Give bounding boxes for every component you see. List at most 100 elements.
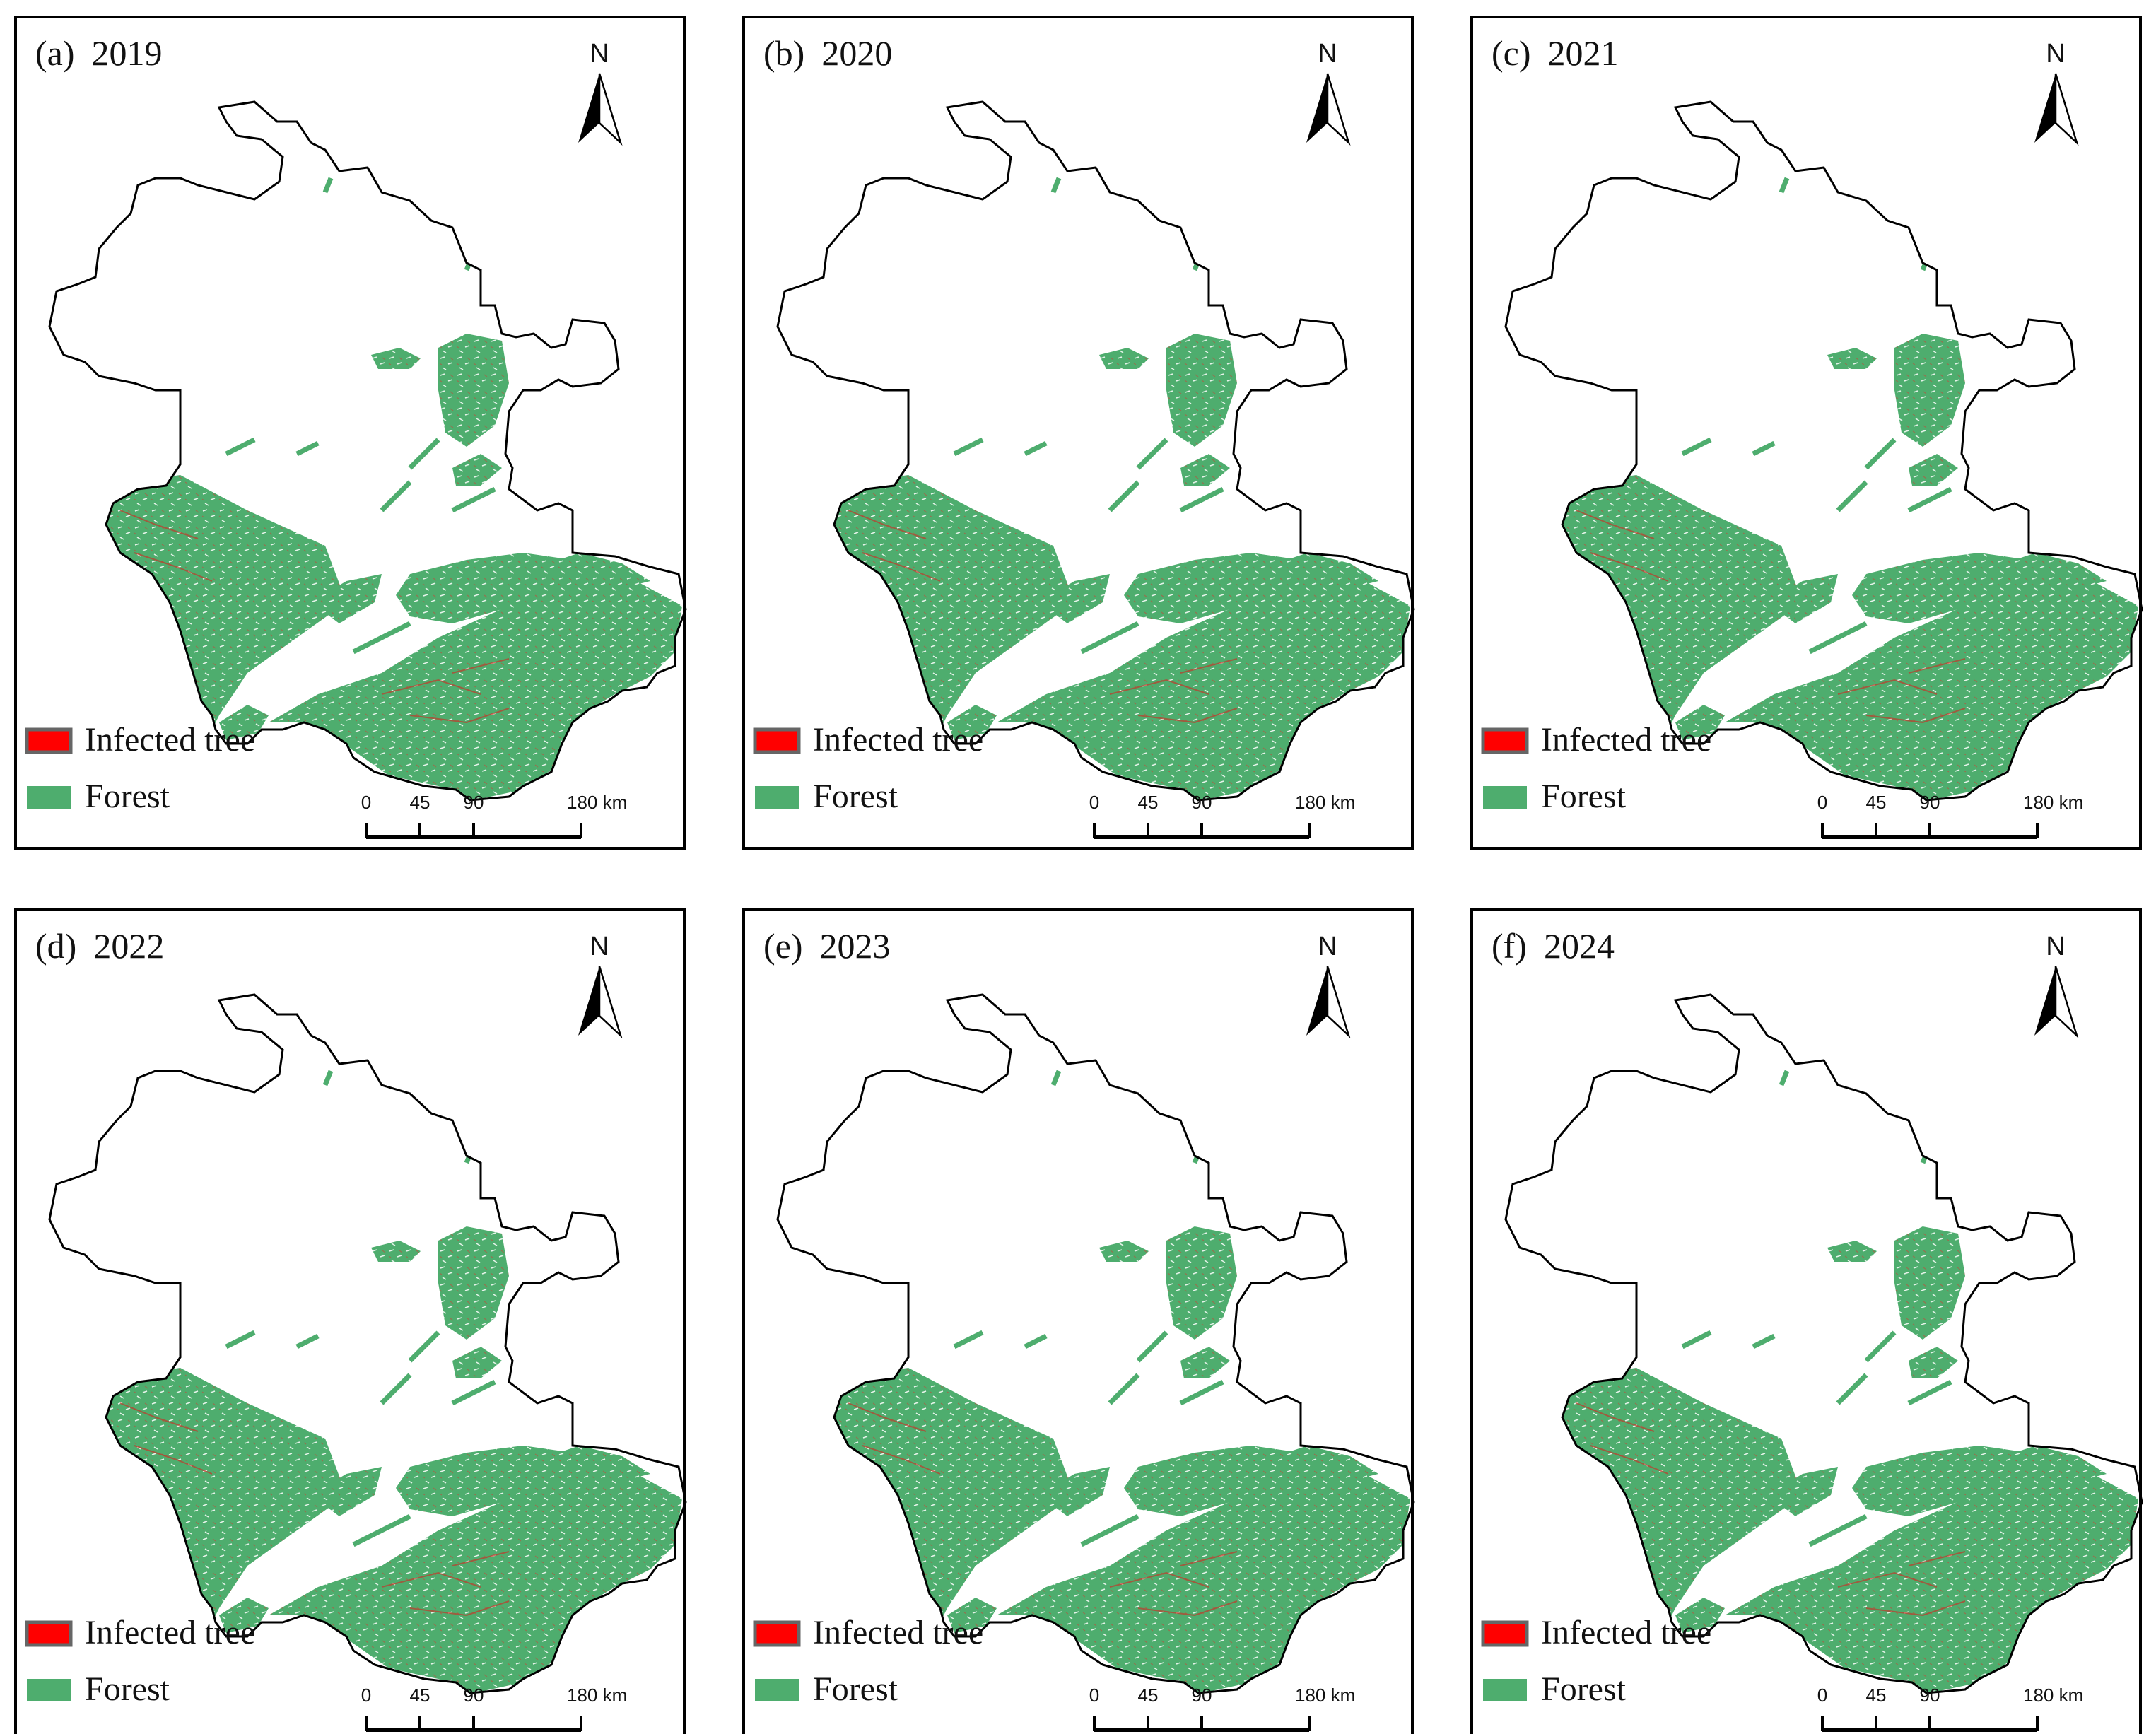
- forest-area: [1039, 574, 1110, 623]
- infected-tree-trace: [1837, 1551, 1966, 1617]
- province-map: [776, 993, 1415, 1694]
- scale-bar: 0 45 90 180 km: [1089, 1685, 1355, 1732]
- legend-item-infected-tree: Infected tree: [1481, 721, 1711, 758]
- infected-tree-trace: [119, 510, 213, 582]
- scale-tick-label: 45: [1138, 1685, 1159, 1706]
- legend-item-forest: Forest: [1483, 778, 1627, 815]
- scale-tick-label: 45: [1138, 792, 1159, 813]
- legend: Infected tree Forest: [753, 721, 983, 815]
- legend-item-infected-tree: Infected tree: [25, 1614, 255, 1651]
- infected-tree-trace: [381, 658, 510, 724]
- legend-swatch: [25, 727, 73, 754]
- forest-area: [106, 475, 346, 737]
- legend-item-forest: Forest: [27, 1670, 170, 1708]
- forest-area: [396, 1446, 594, 1516]
- scale-tick-label: 90: [464, 792, 484, 813]
- forest-area: [1166, 1226, 1237, 1340]
- panel-year: 2019: [92, 33, 163, 73]
- forest-area: [1894, 334, 1965, 447]
- province-map: [48, 993, 687, 1694]
- legend: Infected tree Forest: [25, 721, 255, 815]
- north-label: N: [2046, 932, 2065, 961]
- forest-area: [1265, 553, 1378, 588]
- legend-swatch: [755, 786, 799, 809]
- scale-tick-label: 180 km: [2023, 1685, 2083, 1706]
- forest-area: [1725, 1467, 2138, 1693]
- legend-label: Infected tree: [1541, 1614, 1711, 1651]
- scale-tick-label: 45: [410, 792, 430, 813]
- forest-area: [1675, 1598, 1725, 1633]
- legend-label: Forest: [813, 1670, 898, 1708]
- legend-swatch: [27, 786, 71, 809]
- legend: Infected tree Forest: [753, 1614, 983, 1708]
- forest-area: [1767, 1467, 1838, 1516]
- north-arrow-icon: N: [578, 39, 623, 146]
- scale-tick-label: 0: [1817, 1685, 1827, 1706]
- scale-bar: 0 45 90 180 km: [361, 792, 627, 839]
- forest-area: [311, 1467, 382, 1516]
- forest-area: [947, 705, 997, 740]
- forest-area: [1166, 334, 1237, 447]
- north-label: N: [590, 932, 609, 961]
- infected-tree-trace: [1837, 658, 1966, 724]
- panel-label: (d): [35, 926, 76, 966]
- map-panel-2024: (f) 2024 N Infected tree Forest 0 45 90 180 km: [1470, 908, 2143, 1734]
- forest-area: [311, 574, 382, 623]
- scale-tick-label: 90: [1192, 1685, 1212, 1706]
- legend-label: Infected tree: [813, 721, 983, 758]
- north-label: N: [2046, 39, 2065, 69]
- north-label: N: [1318, 39, 1337, 69]
- forest-area: [1767, 574, 1838, 623]
- legend: Infected tree Forest: [1481, 721, 1711, 815]
- scale-tick-label: 180 km: [567, 1685, 627, 1706]
- forest-area: [1675, 705, 1725, 740]
- forest-area: [1562, 475, 1803, 737]
- legend-item-infected-tree: Infected tree: [25, 721, 255, 758]
- north-arrow-icon: N: [1306, 39, 1351, 146]
- north-arrow-icon: N: [2034, 39, 2079, 146]
- scale-tick-label: 180 km: [1295, 1685, 1355, 1706]
- map-panel-2022: (d) 2022 N Infected tree Forest 0 45 90 180 km: [14, 908, 687, 1734]
- legend-item-infected-tree: Infected tree: [753, 1614, 983, 1651]
- scale-tick-label: 90: [1920, 1685, 1940, 1706]
- legend-label: Forest: [85, 778, 170, 815]
- forest-area: [1827, 1241, 1877, 1262]
- infected-tree-trace: [1109, 1551, 1238, 1617]
- legend-item-infected-tree: Infected tree: [1481, 1614, 1711, 1651]
- legend-label: Forest: [1541, 1670, 1627, 1708]
- scale-tick-label: 0: [361, 1685, 371, 1706]
- infected-tree-trace: [1109, 658, 1238, 724]
- legend-label: Infected tree: [85, 721, 255, 758]
- scale-bar: 0 45 90 180 km: [1089, 792, 1355, 839]
- forest-area: [1909, 454, 1958, 486]
- infected-tree-trace: [848, 1402, 941, 1475]
- map-panel-2019: (a) 2019 N Infected tree Forest 0 45 90 180 km: [14, 16, 687, 850]
- forest-area: [537, 1446, 650, 1481]
- panel-title: (a) 2019: [35, 33, 163, 73]
- legend-label: Forest: [1541, 778, 1627, 815]
- panel-year: 2020: [821, 33, 892, 73]
- forest-area: [1909, 1347, 1958, 1378]
- panel-title: (b) 2020: [763, 33, 892, 73]
- forest-area: [438, 334, 509, 447]
- panel-label: (f): [1492, 926, 1527, 966]
- north-label: N: [590, 39, 609, 69]
- panel-year: 2022: [93, 926, 164, 966]
- province-map: [1504, 100, 2143, 802]
- forest-area: [834, 1368, 1074, 1629]
- panel-year: 2023: [820, 926, 891, 966]
- panel-title: (f) 2024: [1492, 926, 1615, 966]
- forest-area: [1725, 574, 2138, 800]
- legend-item-forest: Forest: [755, 778, 898, 815]
- panel-label: (c): [1492, 33, 1531, 73]
- north-label: N: [1318, 932, 1337, 961]
- forest-area: [452, 1347, 502, 1378]
- forest-area: [1099, 348, 1149, 369]
- legend-label: Forest: [813, 778, 898, 815]
- map-panel-2021: (c) 2021 N Infected tree Forest 0 45 90 180 km: [1470, 16, 2143, 850]
- north-arrow-icon: N: [578, 932, 623, 1039]
- legend-swatch: [1481, 1620, 1529, 1647]
- legend-swatch: [753, 727, 801, 754]
- scale-tick-label: 45: [410, 1685, 430, 1706]
- infected-tree-trace: [848, 510, 941, 582]
